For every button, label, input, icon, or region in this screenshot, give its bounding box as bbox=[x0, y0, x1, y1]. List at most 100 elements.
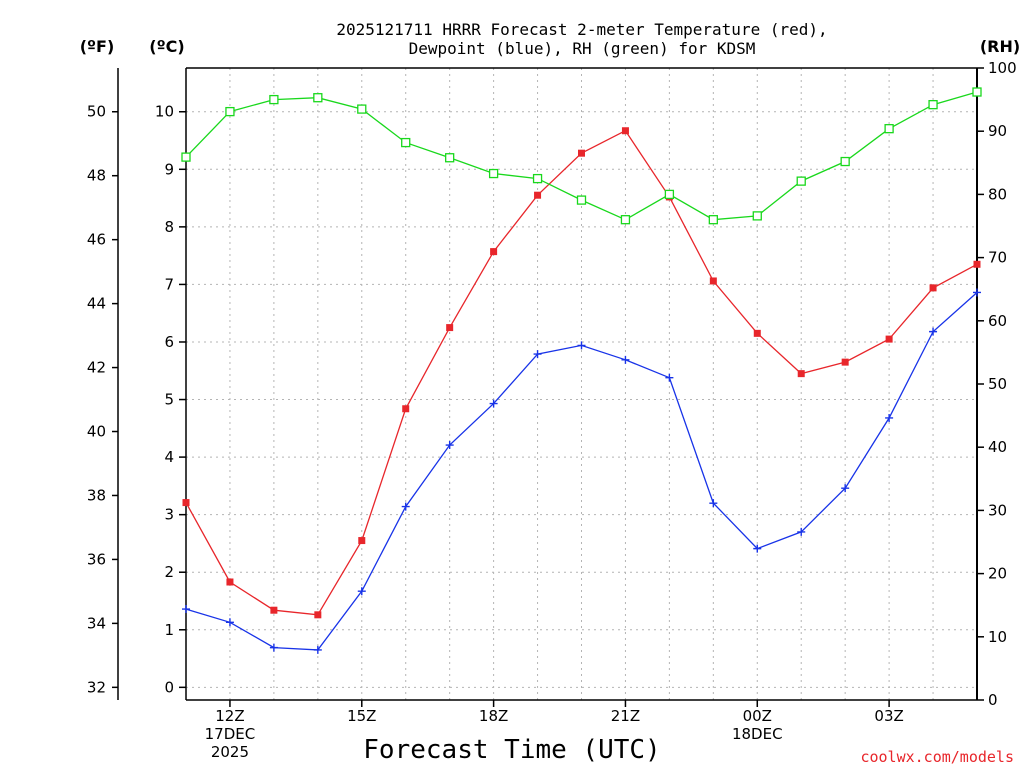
fahrenheit-tick-label-44: 44 bbox=[87, 295, 106, 313]
rh-tick-label-90: 90 bbox=[988, 122, 1007, 140]
fahrenheit-unit-label: (ºF) bbox=[80, 37, 115, 56]
series-0-point-5 bbox=[402, 405, 410, 413]
series-2-point-17 bbox=[928, 100, 938, 110]
series-0-point-14 bbox=[797, 370, 805, 378]
series-2-point-14 bbox=[796, 176, 806, 186]
fahrenheit-tick-label-50: 50 bbox=[87, 103, 106, 121]
gridlines bbox=[185, 68, 978, 700]
series-0-point-0 bbox=[182, 499, 190, 507]
celsius-unit-label: (ºC) bbox=[149, 37, 184, 56]
celsius-tick-label-2: 2 bbox=[164, 563, 174, 581]
series-1-point-13 bbox=[753, 544, 762, 553]
series-2-point-8 bbox=[532, 173, 543, 184]
x-tick-label-13-1: 18DEC bbox=[732, 725, 783, 743]
series-1-point-9 bbox=[577, 341, 586, 350]
rh-tick-label-0: 0 bbox=[988, 691, 998, 709]
fahrenheit-tick-label-40: 40 bbox=[87, 423, 106, 441]
x-tick-label-7-0: 18Z bbox=[479, 707, 508, 725]
series-1-point-15 bbox=[841, 484, 850, 493]
fahrenheit-tick-label-42: 42 bbox=[87, 359, 106, 377]
series-0-point-16 bbox=[885, 335, 893, 343]
series-0-point-17 bbox=[929, 284, 937, 292]
series-0-point-9 bbox=[578, 149, 585, 157]
series-2-point-6 bbox=[445, 153, 455, 163]
series-2-point-3 bbox=[313, 93, 323, 103]
series-2-point-0 bbox=[181, 152, 191, 162]
credit-link[interactable]: coolwx.com/models bbox=[860, 748, 1014, 766]
fahrenheit-tick-label-38: 38 bbox=[87, 486, 106, 504]
series-0-point-3 bbox=[314, 611, 322, 619]
x-tick-label-13-0: 00Z bbox=[743, 707, 772, 725]
rh-tick-label-20: 20 bbox=[988, 565, 1007, 583]
x-tick-label-1-2: 2025 bbox=[211, 743, 249, 761]
series-1-point-7 bbox=[489, 399, 498, 408]
series-2-point-1 bbox=[225, 106, 235, 117]
rh-tick-label-100: 100 bbox=[988, 59, 1017, 77]
series-2-point-9 bbox=[576, 195, 587, 205]
axes: 0123456789103234363840424446485001020304… bbox=[87, 59, 1017, 761]
x-tick-label-10-0: 21Z bbox=[611, 707, 640, 725]
x-axis-title: Forecast Time (UTC) bbox=[363, 735, 660, 765]
series-2-point-13 bbox=[752, 211, 762, 221]
celsius-tick-label-10: 10 bbox=[155, 103, 174, 121]
fahrenheit-tick-label-48: 48 bbox=[87, 167, 106, 185]
series-2-point-5 bbox=[401, 137, 411, 148]
celsius-tick-label-9: 9 bbox=[164, 160, 174, 178]
celsius-tick-label-5: 5 bbox=[164, 391, 174, 409]
series-2-point-16 bbox=[884, 124, 894, 134]
rh-tick-label-50: 50 bbox=[988, 375, 1007, 393]
x-tick-label-4-0: 15Z bbox=[347, 707, 376, 725]
rh-tick-label-30: 30 bbox=[988, 501, 1007, 519]
series-1-point-6 bbox=[445, 441, 454, 450]
x-tick-label-16-0: 03Z bbox=[874, 707, 903, 725]
series-1-point-16 bbox=[885, 413, 894, 422]
series-2-point-10 bbox=[620, 215, 631, 225]
series-0-point-7 bbox=[490, 248, 498, 256]
series-0-point-10 bbox=[621, 127, 629, 135]
series-0-point-8 bbox=[534, 191, 542, 199]
chart-title-line1: 2025121711 HRRR Forecast 2-meter Tempera… bbox=[336, 20, 827, 39]
celsius-tick-label-1: 1 bbox=[164, 621, 174, 639]
series-2-point-11 bbox=[664, 189, 675, 200]
series-0-point-13 bbox=[753, 329, 761, 337]
series-1-point-12 bbox=[709, 499, 718, 508]
series-2-point-4 bbox=[357, 104, 367, 114]
series-0-point-4 bbox=[358, 537, 366, 545]
series-1-point-5 bbox=[401, 502, 410, 511]
rh-tick-label-70: 70 bbox=[988, 249, 1007, 267]
series-2-point-2 bbox=[269, 94, 279, 105]
series-1-point-0 bbox=[182, 605, 190, 614]
series-0-point-18 bbox=[973, 260, 981, 268]
series-1-point-3 bbox=[313, 645, 322, 654]
celsius-tick-label-6: 6 bbox=[164, 333, 174, 351]
chart-title-line2: Dewpoint (blue), RH (green) for KDSM bbox=[409, 39, 756, 58]
celsius-tick-label-8: 8 bbox=[164, 218, 174, 236]
series-1-point-8 bbox=[533, 350, 542, 359]
series-1-point-14 bbox=[797, 527, 806, 536]
rh-tick-label-10: 10 bbox=[988, 628, 1007, 646]
celsius-tick-label-0: 0 bbox=[164, 678, 174, 696]
fahrenheit-tick-label-32: 32 bbox=[87, 678, 106, 696]
series-1-point-1 bbox=[225, 618, 234, 627]
series-0-point-15 bbox=[841, 358, 849, 366]
rh-tick-label-60: 60 bbox=[988, 312, 1007, 330]
rh-tick-label-40: 40 bbox=[988, 438, 1007, 456]
series-2-point-15 bbox=[840, 156, 850, 167]
series-2-point-7 bbox=[488, 168, 499, 179]
fahrenheit-tick-label-34: 34 bbox=[87, 614, 106, 632]
x-tick-label-1-0: 12Z bbox=[215, 707, 244, 725]
series-1 bbox=[182, 288, 981, 654]
celsius-tick-label-3: 3 bbox=[164, 506, 174, 524]
celsius-tick-label-7: 7 bbox=[164, 275, 174, 293]
series-0-point-1 bbox=[226, 578, 234, 586]
x-tick-label-1-1: 17DEC bbox=[205, 725, 256, 743]
series-layer bbox=[181, 87, 982, 654]
series-0-point-12 bbox=[709, 277, 717, 285]
series-1-point-2 bbox=[269, 643, 278, 652]
series-0-point-6 bbox=[446, 324, 454, 332]
series-0-point-2 bbox=[270, 606, 278, 614]
rh-unit-label: (RH) bbox=[980, 37, 1020, 56]
series-1-point-18 bbox=[973, 288, 981, 297]
